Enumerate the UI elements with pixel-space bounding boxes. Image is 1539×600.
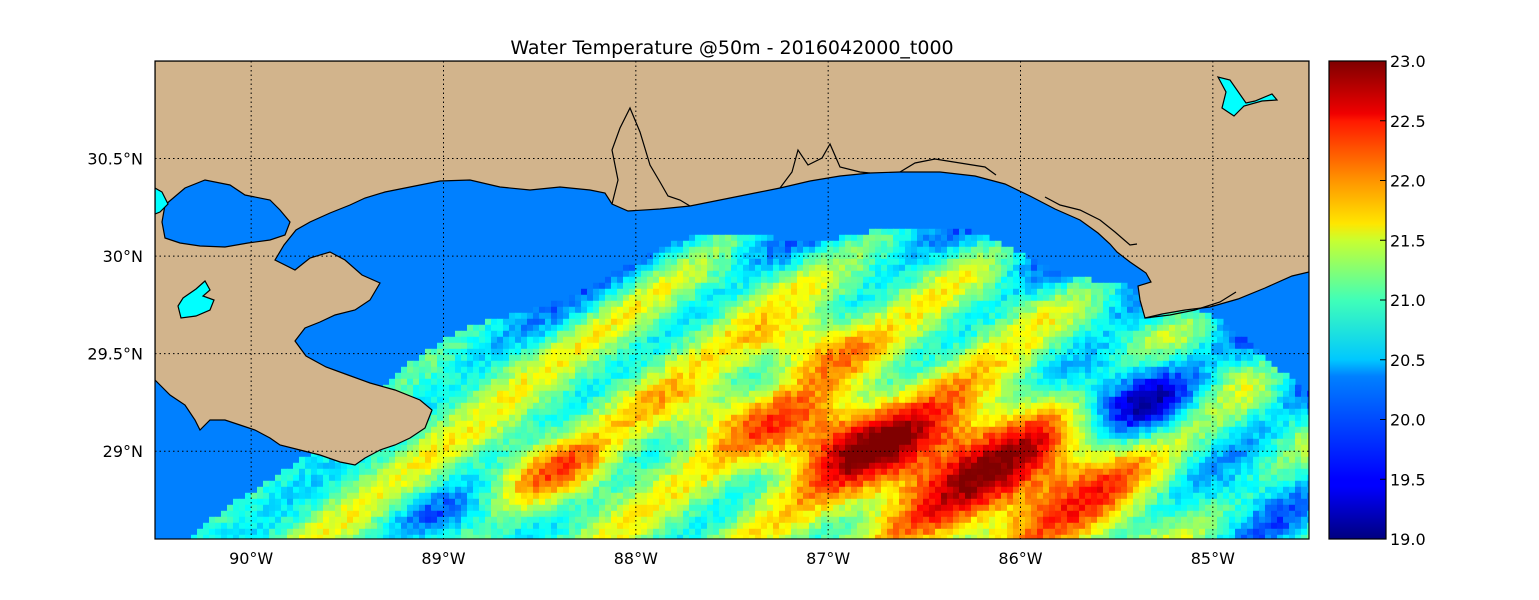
colorbar-tick-label: 19.0 (1390, 530, 1426, 549)
lake-cyan-pontchartrain (177, 280, 215, 319)
colorbar-ticks: 19.0 19.5 20.0 20.5 21.0 21.5 22.0 22.5 23.0 (1380, 52, 1426, 549)
colorbar-tick-label: 22.5 (1390, 112, 1426, 131)
lat-tick-label: 30°N (103, 247, 143, 266)
temperature-heatmap (191, 228, 1309, 539)
choctawhatchee-bay-outline (899, 158, 997, 176)
map-title: Water Temperature @50m - 2016042000_t000 (510, 37, 953, 59)
colorbar-tick-label: 21.0 (1390, 291, 1426, 310)
lake-cyan-west (155, 187, 169, 215)
lon-tick-label: 90°W (229, 549, 273, 568)
lon-tick-label: 87°W (806, 549, 850, 568)
colorbar-tick-label: 23.0 (1390, 52, 1426, 71)
cape-san-blas-outline (1144, 291, 1237, 319)
lon-tick-label: 86°W (998, 549, 1042, 568)
colorbar-tick-label: 22.0 (1390, 172, 1426, 191)
land-coast (155, 61, 1309, 466)
land-inlet-fill (161, 179, 291, 248)
lat-tick-label: 29.5°N (87, 345, 143, 364)
longitude-axis: 90°W 89°W 88°W 87°W 86°W 85°W (229, 549, 1235, 568)
colorbar-tick-label: 20.5 (1390, 351, 1426, 370)
lat-tick-label: 29°N (103, 442, 143, 461)
lon-tick-label: 89°W (421, 549, 465, 568)
mobile-bay-outline (611, 106, 691, 207)
colorbar-tick-label: 20.0 (1390, 411, 1426, 430)
lon-tick-label: 88°W (614, 549, 658, 568)
colorbar-gradient (1329, 61, 1386, 539)
lon-tick-label: 85°W (1191, 549, 1235, 568)
graticule (155, 61, 1309, 539)
lat-tick-label: 30.5°N (87, 150, 143, 169)
colorbar-tick-label: 21.5 (1390, 231, 1426, 250)
colorbar-tick-label: 19.5 (1390, 470, 1426, 489)
map-frame (154, 60, 1310, 540)
lake-cyan-east (1216, 76, 1279, 117)
colorbar: 19.0 19.5 20.0 20.5 21.0 21.5 22.0 22.5 23.0 (1328, 52, 1426, 549)
pensacola-bay-outline (779, 142, 871, 189)
map-area (155, 61, 1309, 539)
st-andrews-bay-outline (1044, 196, 1138, 246)
latitude-axis: 30.5°N 30°N 29.5°N 29°N (87, 150, 143, 462)
